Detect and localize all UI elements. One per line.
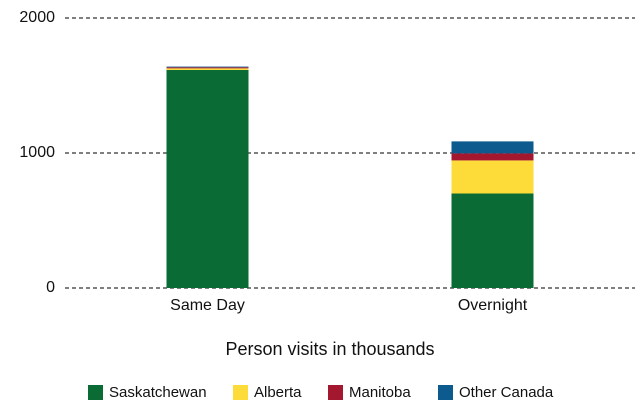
legend-label: Saskatchewan — [109, 384, 207, 401]
bar-segment — [166, 66, 249, 68]
y-tick-label: 0 — [46, 279, 55, 296]
legend-label: Alberta — [254, 384, 302, 401]
bar-segment — [166, 67, 249, 69]
legend-label: Manitoba — [349, 384, 411, 401]
legend-swatch — [88, 385, 103, 400]
bar-segment — [451, 141, 534, 154]
x-tick-label: Overnight — [458, 297, 528, 314]
legend-label: Other Canada — [459, 384, 554, 401]
bar-segment — [166, 69, 249, 288]
x-axis-label: Person visits in thousands — [225, 339, 434, 359]
bar-segment — [451, 153, 534, 161]
y-tick-label: 2000 — [19, 9, 55, 26]
x-tick-label: Same Day — [170, 297, 245, 314]
bar-segment — [451, 160, 534, 194]
y-tick-label: 1000 — [19, 144, 55, 161]
legend-swatch — [233, 385, 248, 400]
bar-segment — [451, 193, 534, 288]
bar-segment — [166, 68, 249, 70]
legend-swatch — [438, 385, 453, 400]
legend-swatch — [328, 385, 343, 400]
